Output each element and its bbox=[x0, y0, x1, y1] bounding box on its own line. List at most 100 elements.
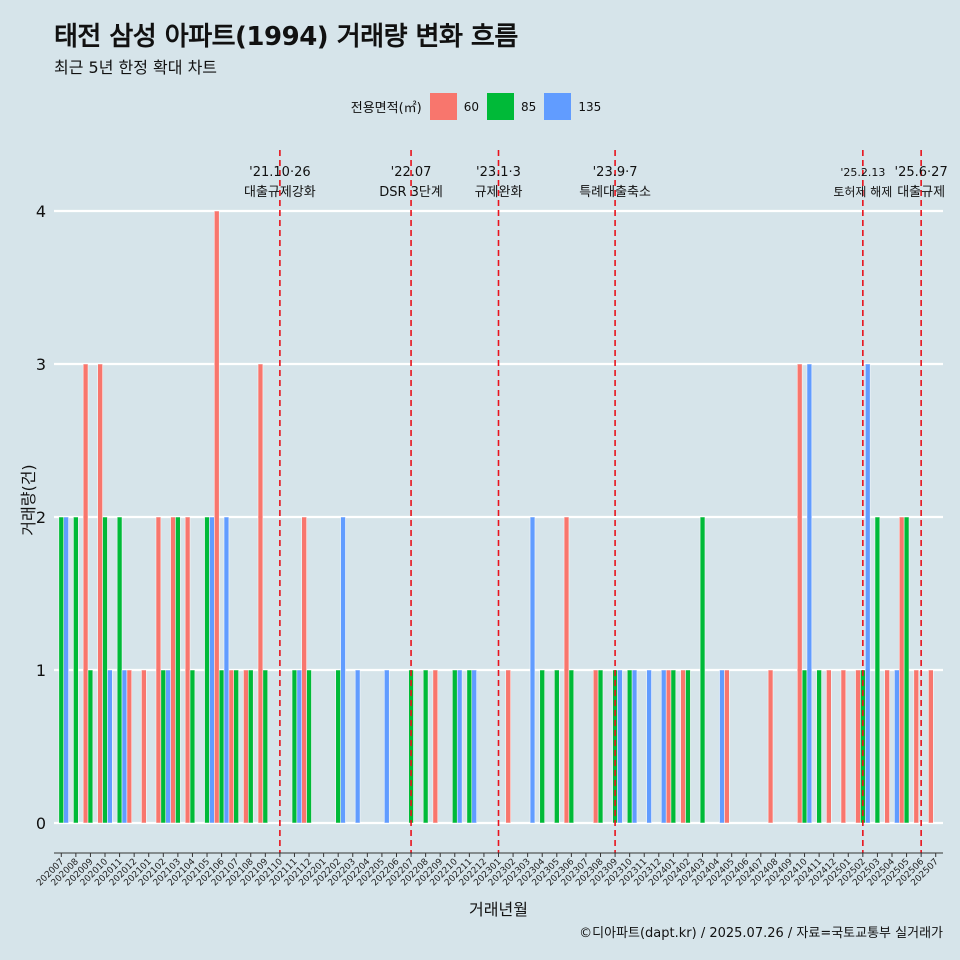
bar-60-202104 bbox=[184, 516, 191, 824]
bar-60-202106 bbox=[214, 210, 220, 824]
bar-85-202211 bbox=[466, 669, 473, 824]
bar-60-202501 bbox=[840, 669, 847, 824]
bar-85-202103 bbox=[175, 516, 181, 824]
bar-85-202112 bbox=[306, 669, 312, 824]
bar-85-202106 bbox=[218, 669, 225, 824]
annotation-label: DSR 3단계 bbox=[379, 185, 443, 200]
bar-135-202205 bbox=[384, 669, 390, 824]
bar-60-202502 bbox=[855, 669, 861, 824]
bars bbox=[58, 210, 934, 824]
bar-60-202505 bbox=[899, 516, 905, 824]
bar-60-202302 bbox=[505, 669, 511, 824]
bar-135-202303 bbox=[529, 516, 536, 824]
bar-135-202404 bbox=[719, 669, 725, 824]
bar-85-202304 bbox=[539, 669, 545, 824]
bar-85-202402 bbox=[685, 669, 691, 824]
bar-135-202310 bbox=[631, 669, 638, 824]
bar-60-202209 bbox=[432, 669, 439, 824]
bar-135-202111 bbox=[296, 669, 303, 824]
legend-title: 전용면적(㎡) bbox=[350, 101, 422, 116]
bar-135-202502 bbox=[865, 363, 871, 824]
bar-85-202107 bbox=[233, 669, 239, 824]
bar-135-202010 bbox=[107, 669, 113, 824]
legend-label-60: 60 bbox=[463, 99, 480, 114]
bar-60-202101 bbox=[141, 669, 147, 824]
legend-item-60: 60 bbox=[429, 93, 480, 120]
legend-swatch-85 bbox=[487, 93, 515, 120]
y-tick-label: 0 bbox=[36, 814, 46, 833]
bar-135-202312 bbox=[660, 669, 667, 824]
y-tick-label: 3 bbox=[36, 355, 46, 374]
bar-85-202208 bbox=[422, 669, 429, 824]
annotation-label: 토허제 해제 bbox=[833, 185, 892, 199]
annotation-date: '25.6·27 bbox=[895, 165, 948, 180]
bar-60-202308 bbox=[592, 669, 599, 824]
bar-85-202305 bbox=[554, 669, 560, 824]
bar-60-202504 bbox=[884, 669, 890, 824]
bar-60-202107 bbox=[228, 669, 234, 824]
bar-135-202105 bbox=[209, 516, 215, 824]
bar-135-202202 bbox=[340, 516, 346, 824]
bar-60-202507 bbox=[928, 669, 934, 824]
legend-swatch-60 bbox=[429, 93, 457, 120]
bar-85-202111 bbox=[291, 669, 298, 824]
bar-85-202410 bbox=[801, 669, 808, 824]
chart-title: 태전 삼성 아파트(1994) 거래량 변화 흐름 bbox=[54, 22, 518, 52]
bar-60-202112 bbox=[301, 516, 307, 824]
bar-60-202402 bbox=[680, 669, 686, 824]
x-axis: 2020072020082020092020102020112020122021… bbox=[35, 852, 943, 888]
bar-85-202505 bbox=[903, 516, 910, 824]
bar-85-202011 bbox=[116, 516, 123, 824]
bar-85-202308 bbox=[597, 669, 604, 824]
bar-85-202401 bbox=[670, 669, 677, 824]
bar-60-202109 bbox=[257, 363, 264, 824]
bar-135-202504 bbox=[894, 669, 900, 824]
y-tick-label: 4 bbox=[36, 202, 46, 221]
bar-135-202410 bbox=[806, 363, 813, 824]
bar-85-202403 bbox=[699, 516, 706, 824]
bar-135-202311 bbox=[646, 669, 652, 824]
bar-85-202310 bbox=[626, 669, 633, 824]
annotation-label: 규제완화 bbox=[475, 185, 523, 200]
bar-60-202009 bbox=[82, 363, 89, 824]
legend-item-135: 135 bbox=[544, 93, 601, 120]
bar-85-202010 bbox=[102, 516, 108, 824]
bar-135-202011 bbox=[121, 669, 128, 824]
y-tick-label: 2 bbox=[36, 508, 46, 527]
annotation-label: 대출규제강화 bbox=[244, 185, 316, 200]
annotation-label: 대출규제 bbox=[897, 185, 945, 200]
bar-85-202104 bbox=[189, 669, 196, 824]
annotation-date: '23.1·3 bbox=[476, 165, 521, 180]
bar-85-202108 bbox=[248, 669, 254, 824]
bar-60-202401 bbox=[665, 669, 672, 824]
legend-label-135: 135 bbox=[578, 99, 602, 114]
bar-85-202411 bbox=[816, 669, 822, 824]
bar-85-202210 bbox=[452, 669, 458, 824]
bar-85-202109 bbox=[262, 669, 268, 824]
bar-135-202203 bbox=[354, 669, 361, 824]
bar-135-202210 bbox=[456, 669, 463, 824]
legend-label-85: 85 bbox=[521, 99, 537, 114]
bar-135-202106 bbox=[223, 516, 230, 824]
bar-85-202007 bbox=[58, 516, 64, 824]
annotation-date: '21.10·26 bbox=[249, 165, 310, 180]
bar-85-202105 bbox=[204, 516, 210, 824]
bar-85-202503 bbox=[874, 516, 881, 824]
y-axis-label: 거래량(건) bbox=[19, 464, 38, 535]
x-axis-label: 거래년월 bbox=[469, 900, 528, 919]
bar-85-202009 bbox=[87, 669, 94, 824]
bar-85-202102 bbox=[160, 669, 166, 824]
bar-85-202202 bbox=[335, 669, 341, 824]
bar-60-202010 bbox=[97, 363, 103, 824]
legend-item-85: 85 bbox=[487, 93, 536, 120]
bar-135-202309 bbox=[617, 669, 623, 824]
bar-60-202102 bbox=[155, 516, 162, 824]
source-footer: ©디아파트(dapt.kr) / 2025.07.26 / 자료=국토교통부 실… bbox=[579, 926, 943, 941]
y-tick-label: 1 bbox=[36, 661, 46, 680]
legend: 전용면적(㎡) 60 85 135 bbox=[0, 93, 960, 120]
bar-60-202405 bbox=[724, 669, 730, 824]
chart-subtitle: 최근 5년 한정 확대 차트 bbox=[54, 58, 218, 77]
y-axis: 0 1 2 3 4 bbox=[36, 202, 46, 833]
bar-60-202103 bbox=[170, 516, 176, 824]
bar-60-202506 bbox=[913, 669, 919, 824]
